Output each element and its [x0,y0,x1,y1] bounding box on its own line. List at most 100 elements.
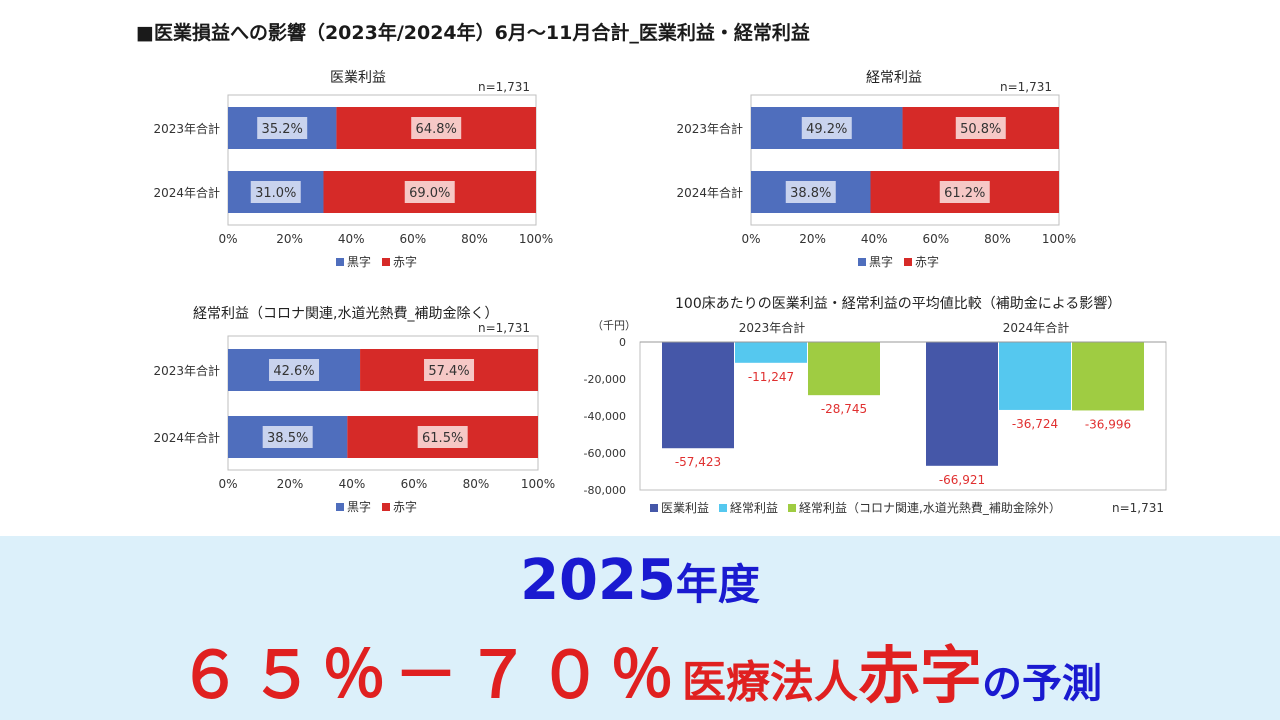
legend-swatch [858,258,866,266]
sample-size-label: n=1,731 [478,321,531,335]
data-label: 61.2% [944,186,985,201]
legend-label: 赤字 [393,499,417,514]
percent-range: ６５％－７０％ [177,639,682,713]
y-tick-label: -80,000 [584,484,626,497]
headline-forecast: ６５％－７０％医療法人赤字の予測 [0,624,1280,716]
bar [999,342,1071,410]
data-label-bg [424,359,475,381]
x-tick-label: 40% [861,232,888,246]
legend-swatch [382,503,390,511]
data-label: 64.8% [416,122,457,137]
data-label-bg [250,181,301,203]
data-label: -11,247 [748,370,794,384]
legend-swatch [336,503,344,511]
sample-size-label: n=1,731 [1000,80,1053,94]
x-tick-label: 40% [339,477,366,491]
category-label: 2023年合計 [153,121,220,136]
y-tick-label: -40,000 [584,410,626,423]
data-label: 42.6% [273,364,314,379]
x-tick-label: 80% [984,232,1011,246]
x-tick-label: 20% [799,232,826,246]
forecast-word: の予測 [982,661,1102,707]
legend-label: 黒字 [347,499,371,514]
x-tick-label: 20% [277,477,304,491]
legend-swatch [788,504,796,512]
data-label: -36,996 [1085,417,1131,431]
x-tick-label: 60% [401,477,428,491]
bar [735,342,807,363]
chart-title: 医業利益 [330,70,386,86]
x-tick-label: 20% [276,232,303,246]
sample-size-label: n=1,731 [1112,501,1164,515]
data-label-bg [955,117,1006,139]
org-label: 医療法人 [681,657,858,708]
x-tick-label: 0% [218,477,237,491]
x-tick-label: 0% [218,232,237,246]
data-label-bg [417,426,468,448]
y-tick-label: -20,000 [584,373,626,386]
data-label: -57,423 [675,455,721,469]
data-label: 35.2% [262,122,303,137]
data-label: -36,724 [1012,417,1058,431]
legend-swatch [650,504,658,512]
data-label-bg [939,181,990,203]
data-label: 38.8% [790,186,831,201]
data-label: 69.0% [409,186,450,201]
data-label-bg [404,181,455,203]
x-tick-label: 0% [741,232,760,246]
data-label: -66,921 [939,473,985,487]
x-tick-label: 60% [399,232,426,246]
data-label: 49.2% [806,122,847,137]
data-label: 31.0% [255,186,296,201]
unit-label: （千円） [592,319,636,332]
x-tick-label: 60% [922,232,949,246]
category-label: 2023年合計 [676,121,743,136]
category-label: 2024年合計 [153,185,220,200]
y-tick-label: -60,000 [584,447,626,460]
headline-year: 2025年度 [0,548,1280,613]
legend-label: 経常利益 [730,501,778,515]
x-tick-label: 80% [463,477,490,491]
bar [926,342,998,466]
chart-title: 経常利益 [866,70,922,86]
data-label: 38.5% [267,431,308,446]
legend-label: 医業利益 [661,501,709,515]
x-tick-label: 40% [338,232,365,246]
year-number: 2025 [520,548,676,613]
chart-title: 経常利益（コロナ関連,水道光熱費_補助金除く） [193,306,499,322]
headline-banner [0,536,1280,720]
x-tick-label: 100% [1042,232,1076,246]
sample-size-label: n=1,731 [478,80,531,94]
category-label: 2023年合計 [739,320,806,335]
category-label: 2024年合計 [676,185,743,200]
x-tick-label: 80% [461,232,488,246]
year-suffix: 年度 [675,560,760,609]
bar [662,342,734,449]
data-label: 57.4% [428,364,469,379]
x-tick-label: 100% [521,477,555,491]
data-label-bg [785,181,836,203]
category-label: 2024年合計 [153,430,220,445]
x-tick-label: 100% [519,232,553,246]
legend-swatch [904,258,912,266]
legend-label: 経常利益（コロナ関連,水道光熱費_補助金除外） [799,500,1061,515]
chart-title: 100床あたりの医業利益・経常利益の平均値比較（補助金による影響） [675,296,1122,312]
legend-label: 赤字 [915,254,939,269]
data-label-bg [257,117,308,139]
y-tick-label: 0 [619,336,626,349]
bar [808,342,880,396]
legend-label: 赤字 [393,254,417,269]
data-label: -28,745 [821,402,867,416]
category-label: 2023年合計 [153,363,220,378]
data-label-bg [801,117,852,139]
bar [1072,342,1144,411]
legend-swatch [336,258,344,266]
page-title: ■医業損益への影響（2023年/2024年）6月～11月合計_医業利益・経常利益 [136,22,810,44]
category-label: 2024年合計 [1003,320,1070,335]
legend-label: 黒字 [869,254,893,269]
deficit-word: 赤字 [857,639,982,712]
